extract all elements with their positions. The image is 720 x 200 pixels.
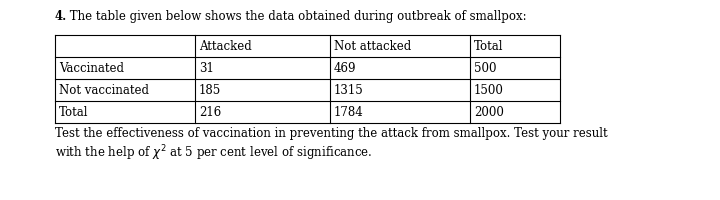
Text: 1500: 1500	[474, 84, 504, 97]
Text: 4.: 4.	[55, 10, 67, 23]
Text: 469: 469	[334, 62, 356, 74]
Text: with the help of $\chi^2$ at 5 per cent level of significance.: with the help of $\chi^2$ at 5 per cent …	[55, 143, 372, 163]
Text: Total: Total	[59, 106, 89, 118]
Text: Test the effectiveness of vaccination in preventing the attack from smallpox. Te: Test the effectiveness of vaccination in…	[55, 127, 608, 140]
Text: Not attacked: Not attacked	[334, 40, 411, 52]
Text: Attacked: Attacked	[199, 40, 252, 52]
Text: 185: 185	[199, 84, 221, 97]
Text: 500: 500	[474, 62, 497, 74]
Text: The table given below shows the data obtained during outbreak of smallpox:: The table given below shows the data obt…	[66, 10, 526, 23]
Text: 31: 31	[199, 62, 214, 74]
Text: 1784: 1784	[334, 106, 364, 118]
Text: 2000: 2000	[474, 106, 504, 118]
Text: Total: Total	[474, 40, 503, 52]
Text: 216: 216	[199, 106, 221, 118]
Text: Not vaccinated: Not vaccinated	[59, 84, 149, 97]
Text: Vaccinated: Vaccinated	[59, 62, 124, 74]
Text: 1315: 1315	[334, 84, 364, 97]
